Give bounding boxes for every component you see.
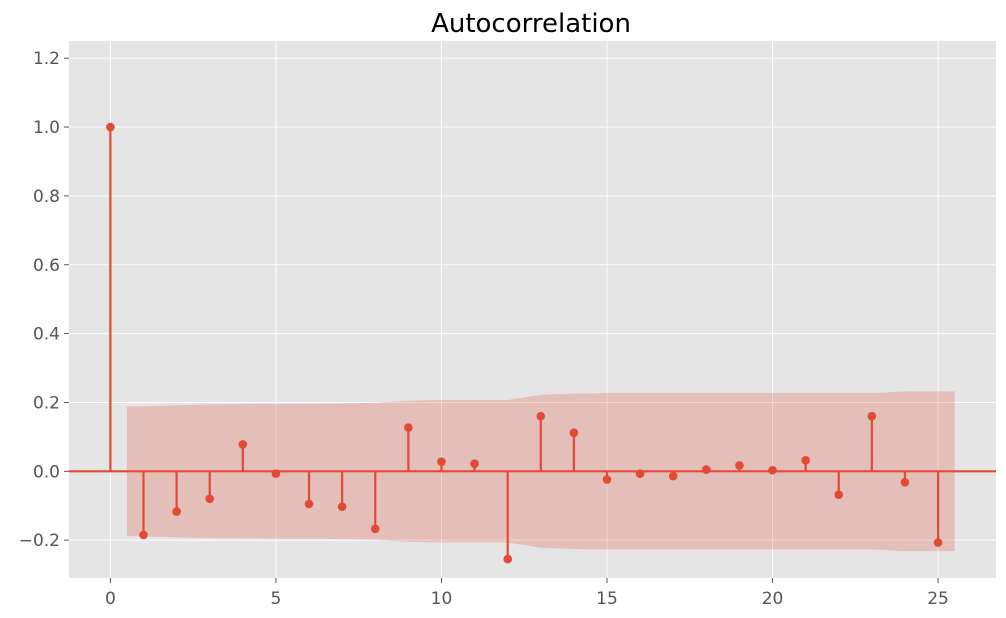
y-tick-label: 1.0 [33,118,60,138]
stem-marker [867,411,877,421]
y-tick-label: 0.2 [33,393,60,413]
y-tick-label: 0.0 [33,462,60,482]
stem-marker [205,494,215,504]
stem-marker [735,461,744,470]
x-tick-label: 10 [431,589,453,609]
stem-marker [569,428,579,438]
y-tick-label: 0.8 [33,187,60,207]
stem-marker [635,469,645,478]
stem-marker [536,411,546,421]
stem-marker [139,530,148,540]
stem-marker [702,465,711,474]
stem-marker [106,122,115,132]
y-tick-labels: −0.2 0.0 0.2 0.4 0.6 0.8 1.0 1.2 [19,49,69,551]
x-tick-labels: 0 5 10 15 20 25 [105,578,949,609]
markers [106,122,943,564]
x-tick-label: 20 [762,589,784,609]
x-tick-label: 5 [271,589,282,609]
stem-marker [602,475,612,484]
stem-marker [801,455,810,465]
stem-marker [404,423,413,432]
stem-marker [668,471,678,481]
stem-marker [933,538,943,547]
y-tick-label: 1.2 [33,49,60,69]
stem-marker [470,459,479,469]
stem-marker [238,440,248,449]
plot-background [69,41,996,578]
stem-marker [370,524,380,534]
stem-marker [503,554,512,564]
stem-marker [437,457,446,466]
stem-marker [900,478,910,487]
stem-marker [768,465,777,475]
x-tick-label: 25 [927,589,949,609]
stem-marker [271,469,281,478]
stem-marker [172,507,181,516]
stem-marker [304,499,314,509]
x-tick-label: 0 [105,589,116,609]
y-tick-label: 0.6 [33,256,60,276]
y-tick-label: −0.2 [19,531,60,551]
stems [109,127,940,560]
stem-marker [834,490,844,499]
chart-title: Autocorrelation [431,9,631,39]
stem-marker [337,502,347,512]
x-tick-label: 15 [596,589,618,609]
y-tick-label: 0.4 [33,325,60,345]
